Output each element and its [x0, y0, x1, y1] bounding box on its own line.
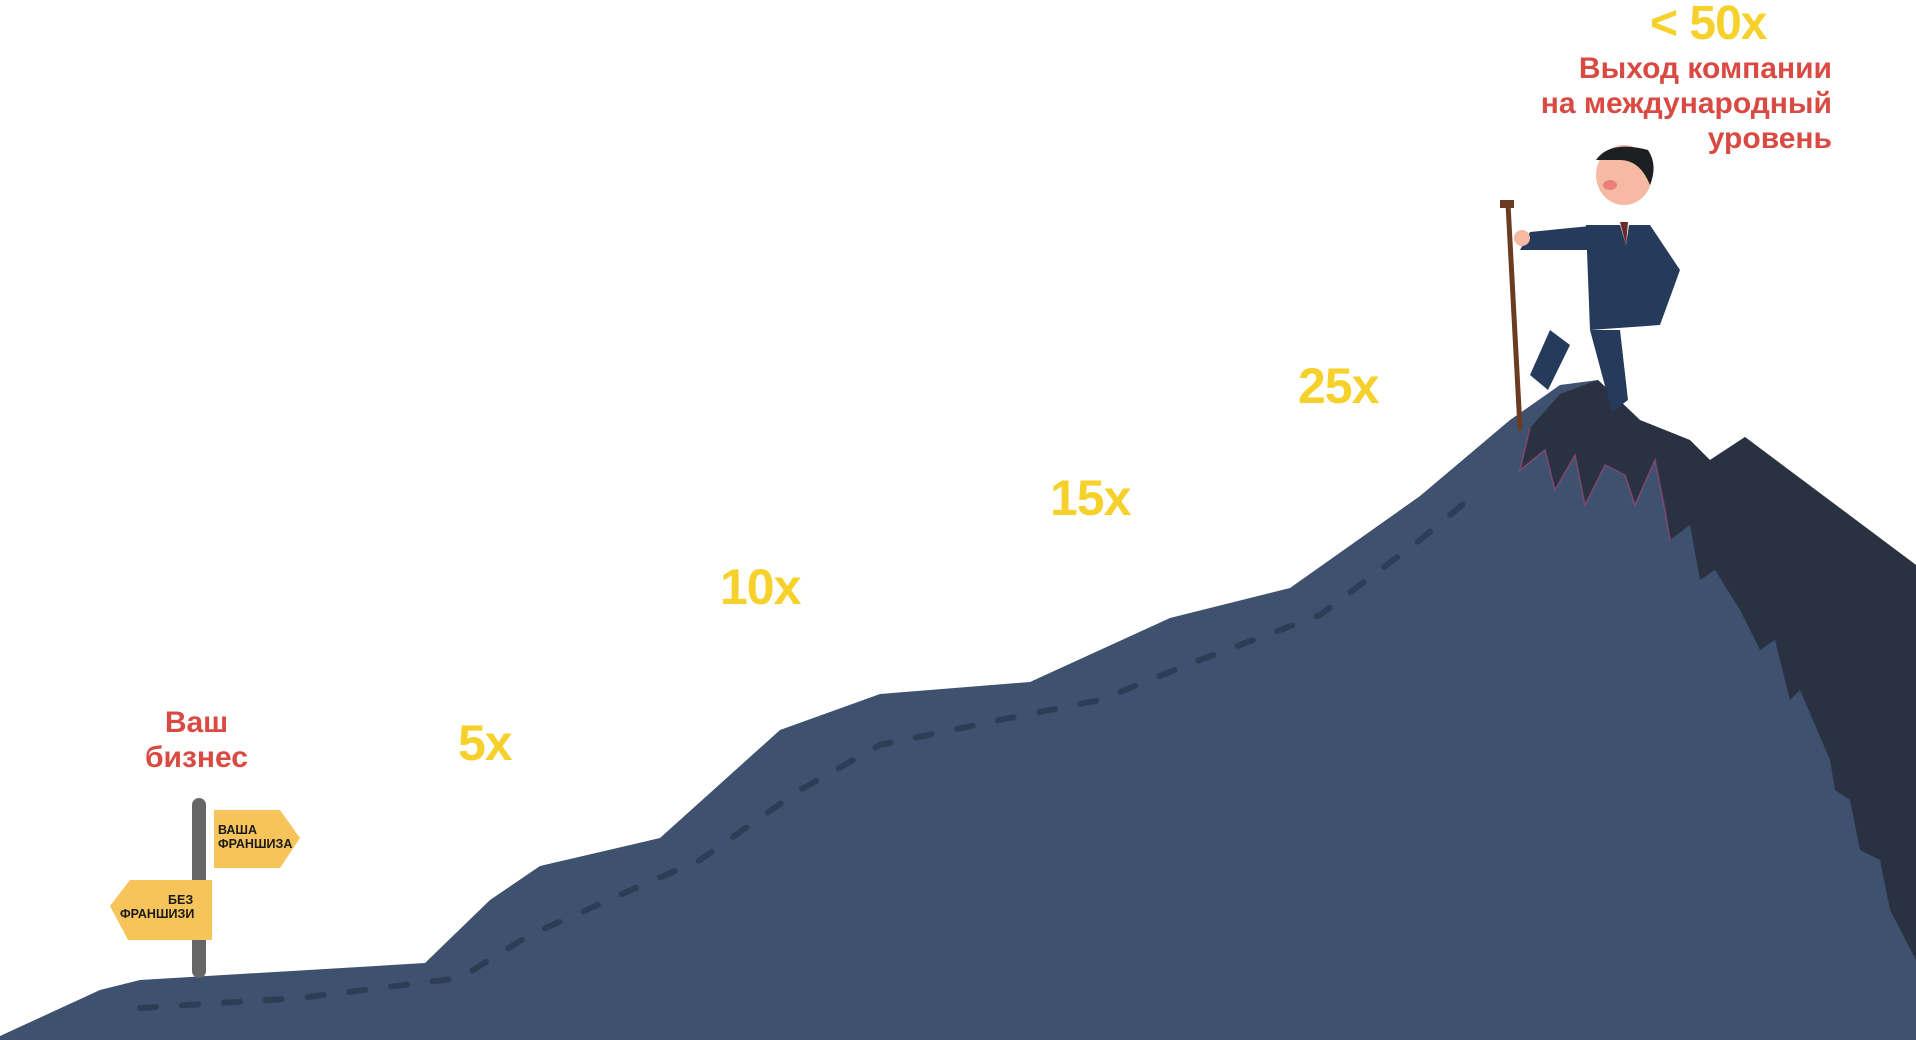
sign-left	[110, 880, 212, 940]
mountain-shadow	[1520, 380, 1916, 960]
milestone-25x: 25x	[1298, 358, 1379, 414]
sign-left-line2: ФРАНШИЗИ	[120, 907, 194, 921]
sign-right-line1: ВАША	[218, 823, 257, 837]
milestone-5x: 5x	[458, 715, 513, 771]
goal-label: Выход компании на международный уровень	[1541, 52, 1832, 156]
goal-label-line3: уровень	[1707, 121, 1832, 155]
sign-right-line2: ФРАНШИЗА	[218, 837, 292, 851]
mountain-rim	[1518, 427, 1671, 541]
goal-label-line2: на международный	[1540, 86, 1832, 120]
goal-label-line1: Выход компании	[1578, 52, 1832, 85]
signpost: ВАША ФРАНШИЗА БЕЗ ФРАНШИЗИ	[110, 798, 300, 978]
start-label: Ваш бизнес	[145, 706, 248, 776]
milestone-10x: 10x	[720, 559, 801, 615]
mountain-slope	[0, 380, 1916, 1040]
start-label-line2: бизнес	[145, 740, 248, 774]
milestone-15x: 15x	[1050, 470, 1131, 526]
milestone-50x: < 50x	[1650, 0, 1767, 50]
trail-path	[137, 487, 1483, 1011]
sign-left-line1: БЕЗ	[168, 893, 193, 907]
start-label-line1: Ваш	[164, 706, 229, 739]
businessman-with-staff-icon	[1500, 145, 1680, 431]
sign-right	[214, 810, 300, 868]
